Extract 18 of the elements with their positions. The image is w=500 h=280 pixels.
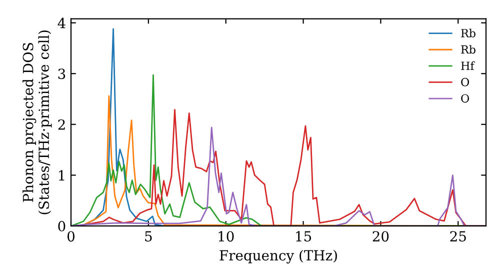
x-axis-title: Frequency (THz)	[220, 250, 337, 264]
x-tick-label: 25	[450, 231, 466, 242]
y-tick-label: 2	[58, 119, 65, 130]
x-tick-label: 15	[296, 231, 312, 242]
y-axis-title: Phonon projected DOS (States/THz·primitive cell)	[22, 30, 52, 214]
legend-label: O	[461, 78, 470, 86]
legend-label: O	[461, 94, 470, 103]
y-tick-label: 3	[58, 68, 66, 80]
y-tick-label: 1	[58, 170, 64, 180]
y-tick-label: 4	[58, 18, 66, 28]
legend-label: Rb	[461, 45, 476, 54]
legend-label: Rb	[461, 28, 476, 38]
x-tick-label: 0	[67, 231, 74, 242]
x-tick-label: 20	[372, 231, 389, 242]
x-tick-label: 10	[218, 231, 234, 242]
legend-label: Hf	[461, 61, 475, 70]
y-tick-label: 0	[58, 220, 66, 232]
x-tick-label: 5	[145, 231, 152, 242]
